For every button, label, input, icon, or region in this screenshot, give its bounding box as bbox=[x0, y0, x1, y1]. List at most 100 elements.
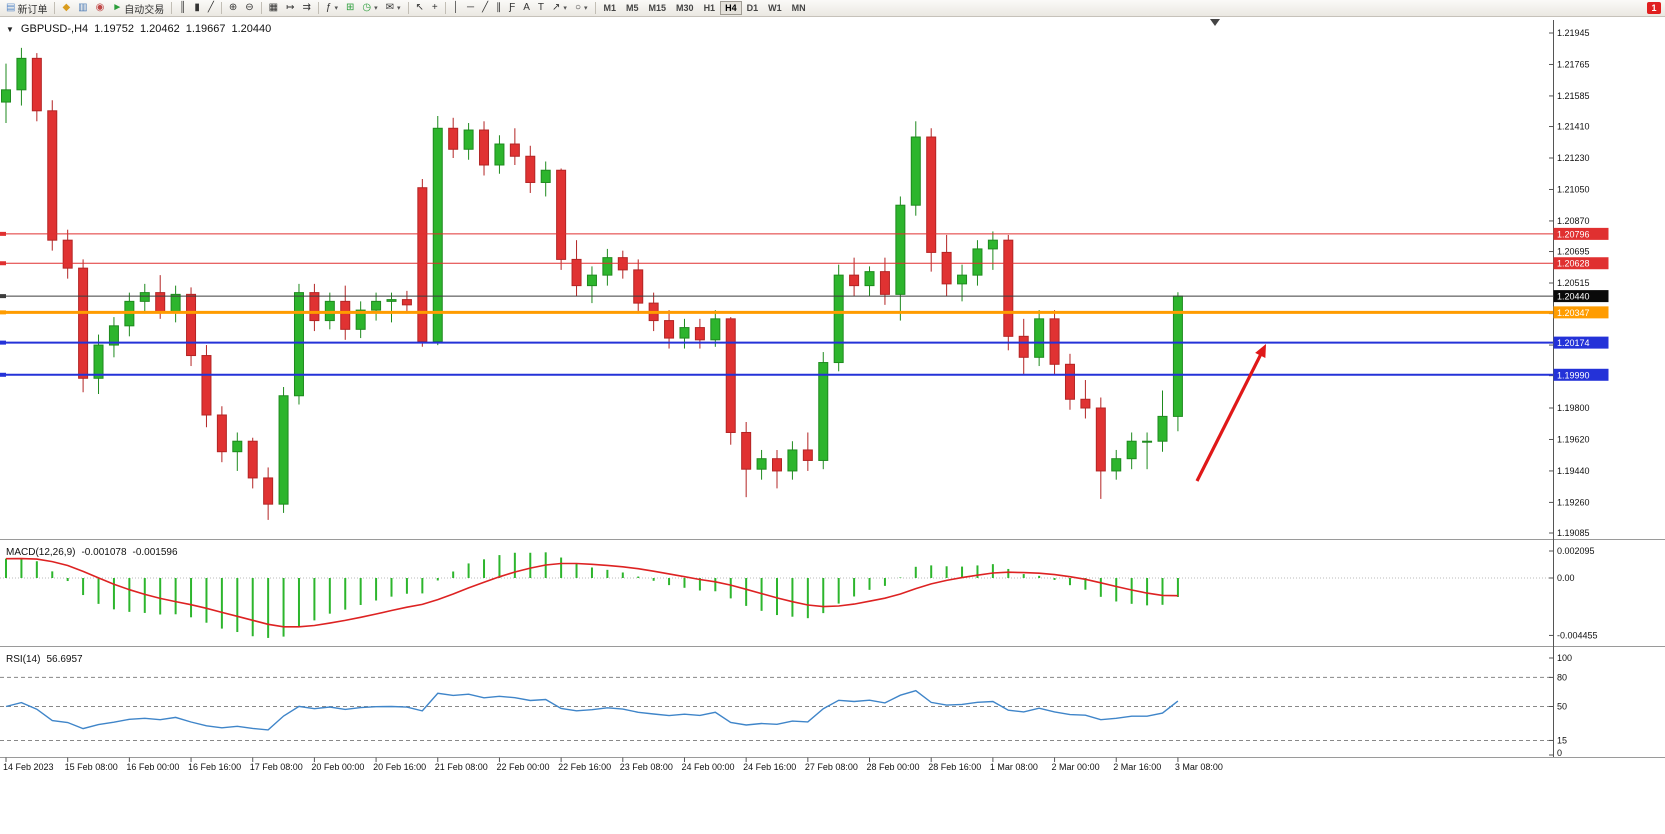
candle-body bbox=[679, 327, 690, 339]
shapes-button-icon: ○ bbox=[574, 2, 581, 13]
timeframe-m15[interactable]: M15 bbox=[644, 1, 672, 15]
trendline-button[interactable]: ╱ bbox=[478, 1, 492, 16]
autotrading-button-label: 自动交易 bbox=[124, 4, 165, 16]
text-button[interactable]: A bbox=[519, 1, 534, 16]
cursor-button[interactable]: ↖ bbox=[412, 1, 428, 16]
price-axis-label: 1.19440 bbox=[1557, 466, 1590, 476]
candle-body bbox=[1172, 295, 1183, 417]
candle-body bbox=[617, 257, 628, 271]
time-axis-label: 23 Feb 08:00 bbox=[620, 762, 673, 772]
candle-body bbox=[78, 267, 89, 379]
timeframe-mn-label: MN bbox=[791, 3, 806, 13]
candle-body bbox=[1157, 415, 1168, 442]
candle-body bbox=[586, 274, 597, 287]
candle-body bbox=[186, 293, 197, 357]
tile-windows-button[interactable]: ▦ bbox=[265, 1, 282, 16]
candle-body bbox=[340, 300, 351, 330]
crosshair-button-icon: + bbox=[431, 2, 438, 13]
toolbar-separator bbox=[260, 2, 262, 14]
chart-shift-marker[interactable] bbox=[1210, 19, 1220, 26]
symbol-collapse-icon[interactable]: ▼ bbox=[6, 25, 14, 34]
price-line-1-20796-left-marker bbox=[0, 231, 6, 236]
candle-body bbox=[741, 431, 752, 470]
chart-bars-button[interactable]: ║ bbox=[175, 1, 190, 16]
new-order-button-label: 新订单 bbox=[17, 4, 48, 16]
price-line-1-20174-price-box bbox=[1553, 336, 1609, 349]
auto-scroll-button[interactable]: ↦ bbox=[282, 1, 298, 16]
rsi-line bbox=[5, 689, 1179, 731]
timeframe-w1[interactable]: W1 bbox=[763, 1, 787, 15]
rsi-name: RSI(14) bbox=[6, 654, 41, 665]
timeframe-m5[interactable]: M5 bbox=[621, 1, 644, 15]
chart-symbol-info: ▼ GBPUSD-,H4 1.19752 1.20462 1.19667 1.20440 bbox=[6, 23, 277, 35]
channel-button[interactable]: ∥ bbox=[492, 1, 505, 16]
autotrading-button[interactable]: ► 自动交易 bbox=[108, 1, 168, 16]
price-line-1-20796-price-box bbox=[1553, 227, 1609, 240]
templates-button[interactable]: ✉ ▾ bbox=[382, 1, 405, 16]
candle-body bbox=[170, 293, 181, 313]
zoom-out-button[interactable]: ⊖ bbox=[241, 1, 257, 16]
candle-body bbox=[1003, 239, 1014, 337]
mql5-community-button[interactable]: ◆ bbox=[58, 1, 74, 16]
timeframe-h1-label: H1 bbox=[703, 3, 716, 13]
cursor-button-icon: ↖ bbox=[415, 2, 424, 13]
depth-of-market-button[interactable]: ▥ bbox=[74, 1, 91, 16]
shapes-button-caret-icon: ▾ bbox=[583, 5, 588, 12]
crosshair-button[interactable]: + bbox=[428, 1, 442, 16]
candle-body bbox=[633, 269, 644, 304]
candle-body bbox=[540, 169, 551, 183]
text-label-button[interactable]: T bbox=[534, 1, 548, 16]
candle-body bbox=[494, 143, 505, 166]
toolbar-separator bbox=[317, 2, 319, 14]
arrows-button[interactable]: ↗ ▾ bbox=[548, 1, 571, 16]
toolbar-separator bbox=[171, 2, 173, 14]
market-button[interactable]: ◉ bbox=[92, 1, 109, 16]
candle-body bbox=[139, 292, 150, 302]
price-axis-label: 1.19085 bbox=[1557, 528, 1590, 538]
time-axis-label: 15 Feb 08:00 bbox=[65, 762, 118, 772]
candle-body bbox=[787, 449, 798, 472]
chart-candles-button[interactable]: ▮ bbox=[190, 1, 204, 16]
new-order-button[interactable]: ▤ 新订单 bbox=[2, 1, 51, 16]
candle-body bbox=[926, 136, 937, 253]
timeframe-h1[interactable]: H1 bbox=[699, 1, 721, 15]
indicators-button[interactable]: ƒ ▾ bbox=[322, 1, 342, 16]
toolbar-separator bbox=[594, 2, 596, 14]
chart-line-button[interactable]: ╱ bbox=[204, 1, 218, 16]
price-axis-label: 1.21945 bbox=[1557, 28, 1590, 38]
periods-button[interactable]: ◷ ▾ bbox=[358, 1, 381, 16]
timeframe-d1[interactable]: D1 bbox=[742, 1, 764, 15]
timeframe-h4[interactable]: H4 bbox=[720, 1, 742, 15]
candle-body bbox=[201, 355, 212, 416]
zoom-in-button[interactable]: ⊕ bbox=[225, 1, 241, 16]
time-axis-label: 27 Feb 08:00 bbox=[805, 762, 858, 772]
trend-arrow-annotation[interactable] bbox=[1195, 348, 1265, 482]
price-line-1-20628-price-box-label: 1.20628 bbox=[1557, 259, 1590, 269]
price-line-1-20440-price-box bbox=[1553, 290, 1609, 303]
horizontal-line-button[interactable]: ─ bbox=[463, 1, 478, 16]
time-axis-label: 16 Feb 16:00 bbox=[188, 762, 241, 772]
candle-body bbox=[309, 292, 320, 322]
timeframe-m30[interactable]: M30 bbox=[671, 1, 699, 15]
price-axis-label: 1.21585 bbox=[1557, 91, 1590, 101]
price-line-1-20174-left-marker bbox=[0, 340, 6, 345]
fibonacci-button[interactable]: Ƒ bbox=[505, 1, 519, 16]
price-line-1-20347-left-marker bbox=[0, 310, 6, 315]
new-order-button-icon: ▤ bbox=[6, 2, 16, 13]
auto-scroll-button-icon: ↦ bbox=[286, 2, 295, 13]
toolbar: ▤ 新订单 ◆ ▥ ◉ ► 自动交易 ║ ▮ ╱ ⊕ ⊖ ▦ ↦ ⇉ ƒ ▾ ⊞ ◷ ▾ ✉ ▾ ↖ + │ ─ ╱ ∥ Ƒ A T ↗ ▾ ○ ▾… bbox=[0, 0, 1665, 17]
indicators-button-caret-icon: ▾ bbox=[334, 5, 338, 12]
candle-body bbox=[355, 309, 366, 330]
notification-badge[interactable]: 1 bbox=[1647, 2, 1661, 14]
horizontal-line-button-icon: ─ bbox=[467, 2, 475, 13]
shapes-button[interactable]: ○ ▾ bbox=[571, 1, 592, 16]
vertical-line-button[interactable]: │ bbox=[449, 1, 463, 16]
time-axis-label: 28 Feb 16:00 bbox=[928, 762, 981, 772]
time-axis-label: 2 Mar 16:00 bbox=[1113, 762, 1161, 772]
timeframe-m1[interactable]: M1 bbox=[599, 1, 622, 15]
timeframe-mn[interactable]: MN bbox=[787, 1, 811, 15]
add-indicator-button[interactable]: ⊞ bbox=[342, 1, 358, 16]
price-axis-label: 1.21050 bbox=[1557, 184, 1590, 194]
chart-shift-button[interactable]: ⇉ bbox=[299, 1, 315, 16]
